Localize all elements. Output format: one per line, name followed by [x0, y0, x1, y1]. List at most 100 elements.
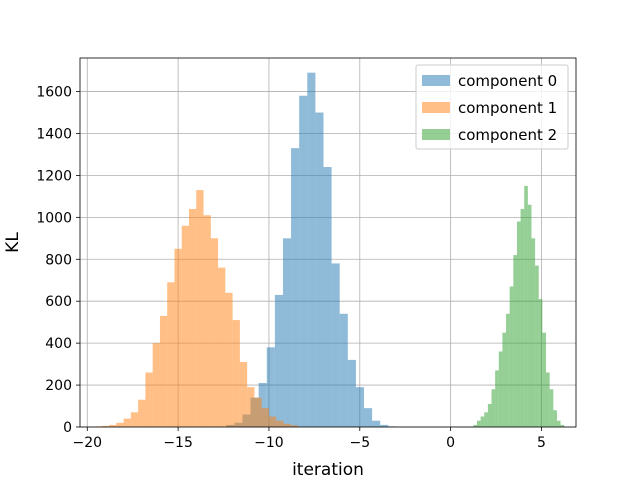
x-axis-label: iteration [292, 460, 364, 480]
histogram-bar [491, 389, 496, 427]
histogram-bar [261, 408, 269, 427]
y-tick-label: 600 [45, 294, 72, 310]
histogram-bar [473, 424, 477, 427]
histogram-bar [339, 313, 348, 427]
legend-label: component 0 [458, 72, 557, 90]
histogram-bar [109, 424, 117, 427]
histogram-bar [480, 416, 485, 427]
histogram-bar [484, 412, 488, 427]
histogram-bar [347, 359, 356, 427]
histogram-bar [239, 362, 248, 427]
histogram-bar [542, 332, 547, 427]
histogram-bar [290, 425, 299, 427]
histogram-bar [556, 420, 561, 427]
histogram-bar [225, 292, 233, 427]
histogram-bar [372, 420, 381, 427]
histogram-bar [527, 204, 532, 427]
histogram-bar [307, 72, 316, 427]
histogram-bar [506, 313, 510, 427]
histogram-bar [323, 167, 332, 428]
histogram-bar [476, 420, 481, 427]
histogram-bar [549, 389, 554, 427]
histogram-bar [509, 286, 514, 427]
histogram-bar [130, 412, 139, 427]
histogram-bar [159, 315, 168, 427]
x-axis-ticks: −20 −15 −10 −5 0 5 [72, 427, 546, 451]
histogram-bar [546, 372, 550, 427]
legend-label: component 1 [458, 99, 557, 117]
histogram-bar [520, 208, 525, 427]
histogram-bar [232, 320, 240, 427]
y-tick-label: 1400 [36, 126, 72, 142]
x-tick-label: −15 [163, 435, 193, 451]
x-tick-label: −10 [254, 435, 284, 451]
histogram-bar [189, 208, 197, 427]
histogram-bar [116, 422, 124, 427]
histogram-bar [138, 399, 146, 427]
y-tick-label: 400 [45, 336, 72, 352]
histogram-bar [203, 215, 211, 427]
histogram-bar [487, 403, 492, 427]
histogram-bar [268, 416, 277, 427]
y-tick-label: 0 [63, 420, 72, 436]
histogram-bar [560, 424, 565, 427]
histogram-bar [538, 299, 543, 427]
legend-swatch [422, 75, 450, 86]
histogram-bar [152, 343, 160, 427]
histogram-bar [331, 263, 340, 427]
histogram-bar [145, 372, 153, 427]
series-1 [94, 190, 299, 427]
histogram-bar [380, 424, 389, 427]
y-tick-label: 1600 [36, 85, 72, 101]
histogram-bar [258, 382, 267, 427]
histogram-bar [174, 248, 182, 427]
histogram-bar [282, 238, 292, 427]
histogram-bar [355, 387, 365, 427]
legend-label: component 2 [458, 126, 557, 144]
y-tick-label: 1200 [36, 168, 72, 184]
histogram-bar [218, 267, 226, 427]
histogram-bar [123, 418, 131, 427]
histogram-bar [502, 332, 507, 427]
y-axis-label: KL [3, 232, 23, 253]
x-tick-label: −5 [349, 435, 370, 451]
histogram-bar [364, 408, 373, 427]
histogram-bar [299, 95, 308, 427]
histogram-bar [535, 265, 539, 427]
histogram-bar [531, 238, 536, 427]
histogram-bar [247, 387, 255, 427]
histogram-bar [495, 370, 499, 427]
legend-swatch [422, 102, 450, 113]
histogram-bar [553, 410, 557, 427]
histogram-bar [498, 351, 503, 427]
histogram-bar [266, 347, 275, 427]
series-2 [473, 185, 565, 427]
x-tick-label: 0 [446, 435, 455, 451]
histogram-bar [210, 238, 219, 427]
histogram-bar [283, 423, 291, 427]
histogram-bar [274, 294, 283, 427]
y-axis-ticks: 0 200 400 600 800 1000 1200 1400 1600 [36, 85, 80, 436]
histogram-bar [516, 221, 521, 427]
y-tick-label: 1000 [36, 210, 72, 226]
legend-swatch [422, 129, 450, 140]
legend-box [415, 64, 569, 150]
histogram-bar [196, 190, 204, 427]
histogram-bar [315, 112, 324, 428]
axes-frame [79, 57, 577, 428]
y-tick-label: 200 [45, 378, 72, 394]
series-0 [226, 72, 397, 428]
histogram-bar [181, 225, 190, 427]
x-tick-label: 5 [537, 435, 546, 451]
x-tick-label: −20 [72, 435, 102, 451]
histogram-bar [524, 185, 528, 427]
plot-area [94, 72, 565, 428]
y-tick-label: 800 [45, 252, 72, 268]
histogram-bar [276, 420, 284, 427]
histogram-bar [291, 148, 300, 427]
histogram-bar [254, 397, 262, 427]
legend: component 0 component 1 component 2 [415, 64, 569, 150]
histogram-bar [167, 282, 175, 427]
histogram-bar [101, 425, 110, 427]
histogram-bar [513, 255, 517, 427]
